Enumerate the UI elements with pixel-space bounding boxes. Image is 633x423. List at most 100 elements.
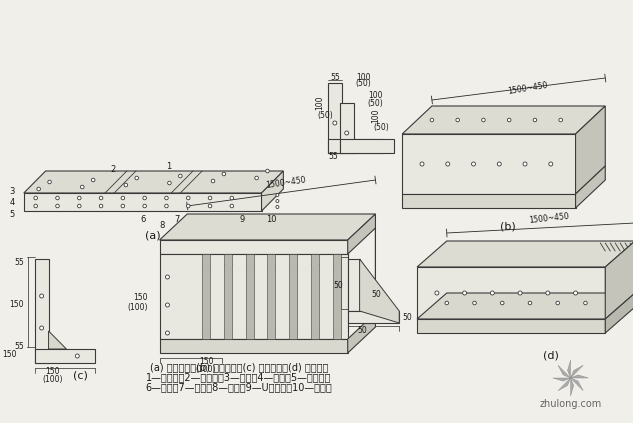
Circle shape xyxy=(266,169,269,173)
Circle shape xyxy=(208,196,212,200)
Polygon shape xyxy=(246,254,254,339)
Circle shape xyxy=(143,204,146,208)
Text: (100): (100) xyxy=(42,374,63,384)
Text: 6: 6 xyxy=(140,214,146,223)
Text: 10: 10 xyxy=(266,214,277,223)
Polygon shape xyxy=(340,139,394,153)
Circle shape xyxy=(556,301,560,305)
Text: 150: 150 xyxy=(9,299,24,308)
Text: 100: 100 xyxy=(315,96,325,110)
Text: 150: 150 xyxy=(46,366,60,376)
Circle shape xyxy=(276,193,279,197)
Polygon shape xyxy=(49,331,66,349)
Circle shape xyxy=(533,118,537,122)
Text: (a): (a) xyxy=(145,230,160,240)
Polygon shape xyxy=(558,365,570,378)
Text: 5: 5 xyxy=(9,209,15,219)
Polygon shape xyxy=(202,254,210,339)
Polygon shape xyxy=(348,259,360,311)
Text: (c): (c) xyxy=(73,370,88,380)
Text: 50: 50 xyxy=(372,289,381,299)
Text: zhulong.com: zhulong.com xyxy=(539,399,602,409)
Polygon shape xyxy=(360,259,399,323)
Circle shape xyxy=(77,204,81,208)
Circle shape xyxy=(208,204,212,208)
Circle shape xyxy=(165,204,168,208)
Circle shape xyxy=(75,354,79,358)
Polygon shape xyxy=(348,214,375,353)
Polygon shape xyxy=(553,378,570,381)
Circle shape xyxy=(482,118,486,122)
Text: 1500~450: 1500~450 xyxy=(529,212,569,225)
Polygon shape xyxy=(568,360,570,378)
Circle shape xyxy=(165,196,168,200)
Circle shape xyxy=(276,206,279,209)
Polygon shape xyxy=(417,241,633,267)
Polygon shape xyxy=(160,240,348,254)
Polygon shape xyxy=(402,194,575,208)
Text: 55: 55 xyxy=(14,258,24,266)
Text: 100: 100 xyxy=(356,72,371,82)
Circle shape xyxy=(573,291,577,295)
Circle shape xyxy=(37,187,41,191)
Polygon shape xyxy=(328,139,382,153)
Polygon shape xyxy=(575,166,605,208)
Circle shape xyxy=(559,118,563,122)
Circle shape xyxy=(230,196,234,200)
Circle shape xyxy=(121,204,125,208)
Circle shape xyxy=(40,326,44,330)
Circle shape xyxy=(40,294,44,298)
Polygon shape xyxy=(417,319,605,333)
Circle shape xyxy=(56,204,60,208)
Text: 7: 7 xyxy=(175,214,180,223)
Circle shape xyxy=(420,162,424,166)
Circle shape xyxy=(34,196,37,200)
Circle shape xyxy=(528,301,532,305)
Circle shape xyxy=(345,131,349,135)
Polygon shape xyxy=(575,106,605,194)
Polygon shape xyxy=(402,134,575,194)
Circle shape xyxy=(121,196,125,200)
Circle shape xyxy=(501,301,504,305)
Circle shape xyxy=(34,204,37,208)
Circle shape xyxy=(456,118,460,122)
Circle shape xyxy=(276,200,279,203)
Polygon shape xyxy=(417,293,633,319)
Circle shape xyxy=(491,291,494,295)
Polygon shape xyxy=(224,254,232,339)
Text: (50): (50) xyxy=(317,110,333,120)
Circle shape xyxy=(56,196,60,200)
Text: 1500~450: 1500~450 xyxy=(508,80,549,96)
Text: 55: 55 xyxy=(330,72,340,82)
Text: (b): (b) xyxy=(500,221,516,231)
Circle shape xyxy=(473,301,476,305)
Circle shape xyxy=(211,179,215,183)
Circle shape xyxy=(446,162,449,166)
Text: 9: 9 xyxy=(239,214,244,223)
Circle shape xyxy=(518,291,522,295)
Circle shape xyxy=(187,204,190,208)
Polygon shape xyxy=(311,254,319,339)
Circle shape xyxy=(77,196,81,200)
Circle shape xyxy=(546,291,550,295)
Text: (50): (50) xyxy=(373,123,389,132)
Polygon shape xyxy=(570,378,573,396)
Circle shape xyxy=(168,181,171,185)
Text: (50): (50) xyxy=(356,79,372,88)
Polygon shape xyxy=(24,193,261,211)
Text: 150: 150 xyxy=(199,357,213,365)
Circle shape xyxy=(508,118,511,122)
Polygon shape xyxy=(605,241,633,319)
Text: 6—模肋；7—凸棱；8—凸盆；9—U形卡孔；10—钉子孔: 6—模肋；7—凸棱；8—凸盆；9—U形卡孔；10—钉子孔 xyxy=(146,382,332,392)
Circle shape xyxy=(165,331,170,335)
Circle shape xyxy=(165,275,170,279)
Circle shape xyxy=(445,301,449,305)
Text: 50: 50 xyxy=(333,280,342,289)
Text: 150: 150 xyxy=(133,292,147,302)
Polygon shape xyxy=(570,365,583,378)
Polygon shape xyxy=(328,83,342,153)
Circle shape xyxy=(255,176,258,180)
Circle shape xyxy=(230,204,234,208)
Polygon shape xyxy=(35,259,49,363)
Text: 1500~450: 1500~450 xyxy=(266,176,307,190)
